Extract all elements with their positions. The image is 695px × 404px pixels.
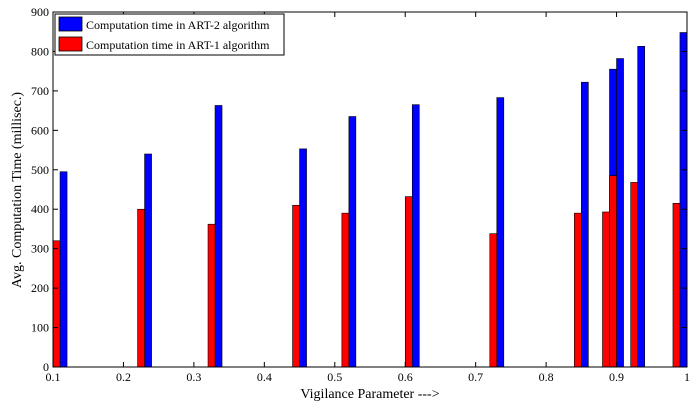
y-axis-label: Avg. Computation Time (millisec.)	[10, 92, 25, 288]
x-tick-label: 0.9	[609, 370, 624, 384]
bar-art2	[144, 153, 152, 368]
bar-art2	[214, 105, 223, 368]
bar-art1	[630, 182, 638, 368]
legend: Computation time in ART-2 algorithm Comp…	[54, 13, 285, 56]
y-tick-label: 300	[31, 242, 49, 256]
x-tick-label: 1	[684, 370, 690, 384]
y-tick-label: 0	[43, 360, 49, 374]
x-tick-label: 0.5	[327, 370, 342, 384]
bar-art1	[207, 223, 216, 368]
y-tick-label: 800	[31, 44, 49, 58]
bar-art1	[602, 211, 610, 368]
bar-art1	[404, 196, 413, 368]
x-tick-label: 0.3	[186, 370, 201, 384]
bar-art1	[609, 175, 617, 368]
bar-art2	[637, 46, 645, 368]
legend-box	[54, 13, 285, 56]
bar-art2	[496, 97, 505, 368]
bar-art2	[679, 32, 688, 368]
y-tick-label: 700	[31, 84, 49, 98]
x-tick-label: 0.1	[46, 370, 61, 384]
bar-art1	[672, 203, 681, 368]
bar-art2	[299, 148, 307, 368]
x-tick-label: 0.7	[468, 370, 483, 384]
bar-art1	[137, 208, 145, 368]
bar-art2	[59, 171, 68, 368]
legend-swatch-art2	[58, 16, 83, 32]
bar-art2	[616, 58, 624, 368]
bar-art1	[574, 212, 582, 368]
x-tick-label: 0.8	[539, 370, 554, 384]
x-tick-label: 0.2	[116, 370, 131, 384]
bar-art1	[292, 204, 300, 368]
bar-art2	[581, 81, 589, 368]
legend-label-art2: Computation time in ART-2 algorithm	[86, 18, 270, 32]
y-tick-label: 400	[31, 202, 49, 216]
x-tick-label: 0.6	[398, 370, 413, 384]
x-tick-label: 0.4	[257, 370, 272, 384]
legend-label-art1: Computation time in ART-1 algorithm	[86, 38, 270, 52]
bar-art1	[489, 233, 498, 368]
y-tick-label: 500	[31, 163, 49, 177]
bar-art1	[52, 240, 61, 368]
y-tick-label: 600	[31, 123, 49, 137]
bar-art2	[348, 116, 357, 368]
plot-frame	[52, 11, 688, 368]
legend-swatch-art1	[58, 36, 83, 52]
axis-ticks: 0.1 0.2 0.3 0.4 0.5 0.6 0.7 0.8 0.9 1 0 100 200 300 40…	[31, 5, 690, 384]
x-axis-label: Vigilance Parameter --->	[300, 387, 439, 402]
y-tick-label: 200	[31, 281, 49, 295]
y-tick-label: 100	[31, 321, 49, 335]
y-tick-label: 900	[31, 5, 49, 19]
bar-art2	[411, 104, 420, 368]
bar-art1	[341, 212, 350, 368]
